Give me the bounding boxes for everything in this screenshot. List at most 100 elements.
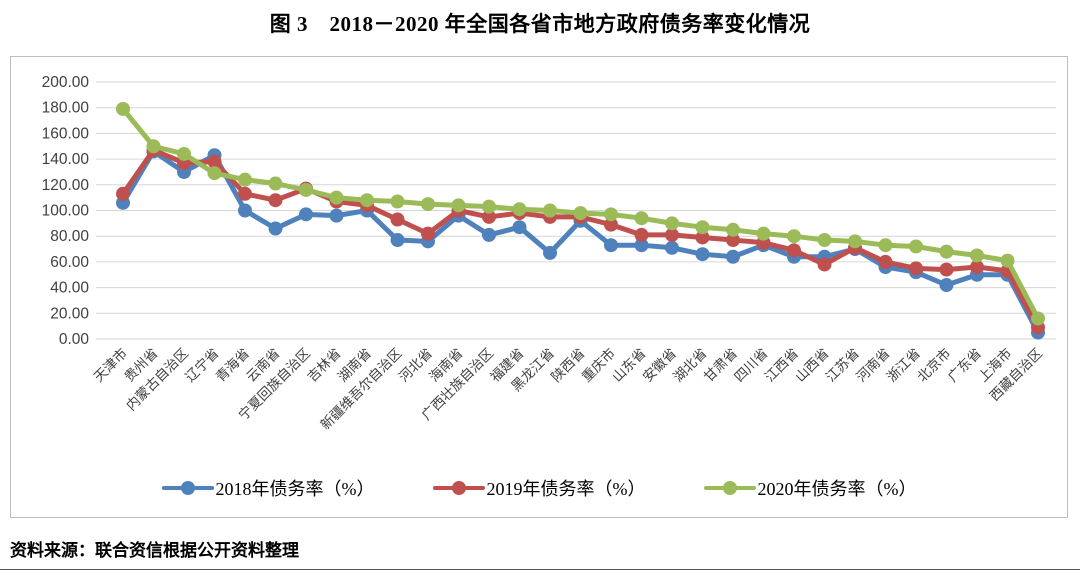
data-point-2019: [726, 233, 740, 248]
data-point-2020: [1000, 253, 1015, 268]
x-axis-label: 甘肃省: [701, 346, 740, 385]
legend-label-2018: 2018年债务率（%）: [215, 479, 375, 499]
data-point-2018: [634, 238, 649, 253]
data-point-2019: [878, 254, 893, 269]
data-point-2020: [970, 248, 984, 263]
data-point-2020: [878, 238, 893, 253]
x-axis-label: 重庆市: [578, 345, 618, 385]
data-point-2019: [207, 154, 222, 169]
legend-marker-2018-icon: [161, 481, 214, 495]
data-point-2019: [634, 227, 649, 242]
data-point-2018: [268, 221, 283, 236]
figure-caption: 图 3 2018－2020 年全国各省市地方政府债务率变化情况: [269, 12, 811, 36]
data-point-2020: [939, 244, 954, 259]
bottom-divider: [0, 569, 1080, 570]
data-point-2018: [482, 227, 496, 242]
x-axis-label: 安徽省: [640, 346, 679, 385]
legend-label-2020: 2020年债务率（%）: [757, 479, 917, 499]
data-point-2020: [848, 234, 862, 249]
y-tick-label: 180.00: [42, 100, 90, 117]
data-point-2020: [451, 198, 466, 213]
data-point-2020: [421, 197, 435, 212]
data-point-2018: [665, 240, 679, 255]
series-line-2018: [120, 148, 1041, 336]
legend-label-2019: 2019年债务率（%）: [486, 479, 646, 499]
data-point-2020: [482, 199, 496, 214]
data-point-2020: [817, 233, 832, 248]
data-point-2020: [329, 190, 344, 205]
data-point-2018: [390, 233, 405, 248]
x-axis-label: 湖北省: [670, 346, 709, 385]
data-point-2020: [634, 211, 649, 226]
data-point-2019: [268, 193, 283, 208]
legend-item-2018[interactable]: 2018年债务率（%）: [161, 475, 375, 501]
data-point-2018: [238, 203, 252, 218]
data-point-2019: [604, 217, 618, 232]
data-point-2019: [116, 186, 130, 201]
x-axis-label: 北京市: [914, 345, 954, 385]
source-note: 资料来源：联合资信根据公开资料整理: [10, 541, 299, 560]
y-tick-label: 100.00: [42, 203, 90, 220]
chart-legend: 2018年债务率（%） 2019年债务率（%） 2020年债务率（%）: [11, 475, 1067, 501]
data-point-2019: [787, 243, 801, 258]
x-axis-label: 青海省: [213, 346, 252, 385]
data-point-2018: [695, 247, 710, 262]
x-axis-label: 江西省: [762, 346, 801, 385]
data-point-2018: [543, 245, 557, 260]
data-point-2018: [726, 249, 740, 264]
data-point-2018: [604, 238, 618, 253]
data-point-2019: [970, 260, 984, 275]
data-point-2020: [604, 207, 618, 222]
x-axis-label: 陕西省: [548, 346, 587, 385]
data-point-2020: [726, 222, 740, 237]
legend-marker-2020-icon: [703, 481, 756, 495]
x-axis-label: 浙江省: [884, 346, 923, 385]
data-point-2019: [939, 262, 954, 277]
x-axis-label: 辽宁省: [182, 345, 222, 385]
x-axis-label: 四川省: [731, 346, 770, 385]
data-point-2020: [238, 172, 252, 187]
data-point-2020: [390, 194, 405, 209]
legend-marker-2019-icon: [432, 481, 485, 495]
y-tick-label: 160.00: [42, 125, 90, 142]
data-point-2018: [512, 220, 527, 235]
data-point-2019: [665, 227, 679, 242]
data-point-2020: [360, 193, 374, 208]
data-point-2020: [787, 229, 801, 244]
y-tick-label: 20.00: [50, 305, 89, 322]
x-axis-label: 天津市: [90, 345, 130, 385]
data-point-2019: [695, 230, 710, 245]
data-point-2019: [817, 257, 832, 272]
data-point-2019: [390, 212, 405, 227]
chart-container: 0.00 20.00 40.00 60.00 80.00 100.00 120.00 140.…: [10, 56, 1068, 518]
data-point-2020: [268, 176, 283, 191]
data-point-2019: [482, 209, 496, 224]
data-point-2020: [573, 206, 588, 221]
data-point-2020: [177, 146, 191, 161]
y-tick-label: 120.00: [42, 177, 90, 194]
x-axis-label: 山西省: [792, 346, 831, 385]
data-point-2020: [665, 216, 679, 231]
y-tick-label: 60.00: [50, 254, 89, 271]
y-tick-label: 40.00: [50, 280, 89, 297]
x-axis-label: 江苏省: [823, 346, 862, 385]
data-point-2020: [512, 202, 527, 217]
legend-item-2019[interactable]: 2019年债务率（%）: [432, 475, 646, 501]
y-tick-label: 80.00: [50, 228, 89, 245]
data-point-2019: [421, 226, 435, 241]
series-line-2019: [120, 147, 1041, 330]
data-point-2020: [207, 166, 222, 181]
data-point-2019: [238, 186, 252, 201]
data-point-2018: [939, 278, 954, 293]
legend-item-2020[interactable]: 2020年债务率（%）: [703, 475, 917, 501]
x-axis-label: 河南省: [853, 346, 892, 385]
x-axis-label: 山东省: [609, 346, 648, 385]
data-point-2020: [146, 139, 161, 154]
y-tick-label: 200.00: [42, 74, 90, 91]
data-point-2019: [909, 261, 923, 276]
data-point-2018: [329, 208, 344, 223]
data-point-2020: [543, 203, 557, 218]
data-point-2020: [1031, 311, 1045, 326]
debt-ratio-line-chart: 0.00 20.00 40.00 60.00 80.00 100.00 120.00 140.…: [42, 74, 1056, 432]
